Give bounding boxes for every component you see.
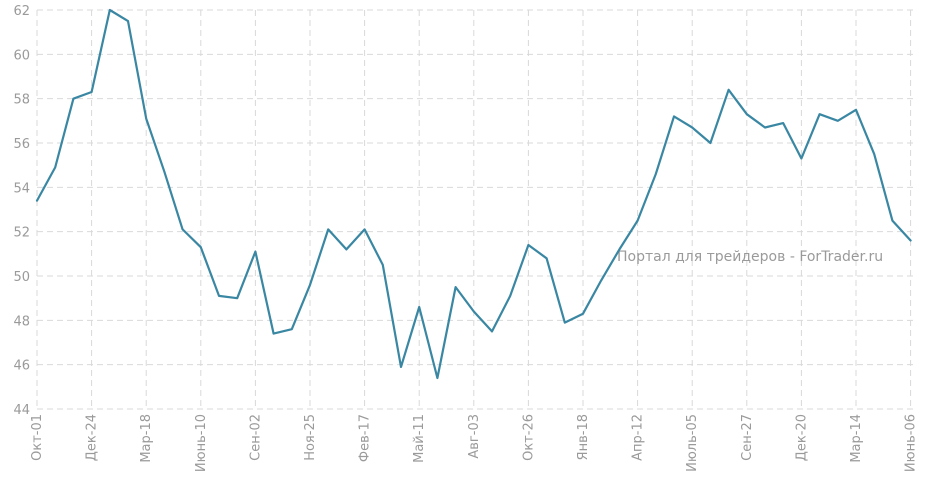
x-tick-label: Дек-24	[85, 414, 100, 461]
data-point	[909, 239, 913, 243]
y-tick-label: 52	[13, 226, 30, 241]
data-point	[836, 119, 840, 123]
data-point	[599, 278, 603, 282]
data-point	[581, 312, 585, 316]
data-point	[818, 112, 822, 116]
x-tick-label: Июль-05	[685, 414, 700, 472]
data-point	[890, 219, 894, 223]
x-tick-label: Май-11	[412, 414, 427, 463]
x-tick-label: Дек-20	[794, 414, 809, 461]
series-line-value	[35, 8, 912, 380]
y-tick-label: 62	[13, 4, 30, 19]
data-point	[290, 327, 294, 331]
data-point	[381, 263, 385, 267]
data-point	[35, 199, 39, 203]
x-tick-label: Апр-12	[631, 414, 646, 461]
data-point	[672, 114, 676, 118]
data-point	[454, 285, 458, 289]
data-point	[690, 125, 694, 129]
data-point	[490, 329, 494, 333]
data-point	[217, 294, 221, 298]
data-point	[545, 256, 549, 260]
data-point	[253, 250, 257, 254]
data-point	[344, 247, 348, 251]
y-axis-ticks: 44 46 48 50 52 54 56 58 60 62	[13, 4, 30, 418]
data-point	[781, 121, 785, 125]
data-point	[162, 170, 166, 174]
x-tick-label: Окт-01	[30, 414, 45, 461]
data-point	[399, 365, 403, 369]
data-point	[872, 152, 876, 156]
data-point	[799, 157, 803, 161]
x-tick-label: Янв-18	[576, 414, 591, 460]
x-tick-label: Мар-18	[139, 414, 154, 463]
data-point	[199, 245, 203, 249]
data-point	[181, 227, 185, 231]
x-tick-label: Авг-03	[467, 414, 482, 459]
data-point	[417, 305, 421, 309]
data-point	[144, 117, 148, 121]
y-tick-label: 54	[13, 181, 30, 196]
data-point	[708, 141, 712, 145]
data-point	[763, 125, 767, 129]
x-axis-ticks: Окт-01 Дек-24 Мар-18 Июнь-10 Сен-02 Ноя-25 Фев…	[30, 414, 919, 472]
data-point	[526, 243, 530, 247]
x-tick-label: Ноя-25	[303, 414, 318, 461]
x-tick-label: Сен-27	[740, 414, 755, 461]
y-tick-label: 44	[13, 403, 30, 418]
data-point	[472, 309, 476, 313]
data-point	[90, 90, 94, 94]
y-tick-label: 46	[13, 359, 30, 374]
x-tick-label: Сен-02	[248, 414, 263, 461]
y-tick-label: 60	[13, 48, 30, 63]
data-point	[435, 376, 439, 380]
data-point	[272, 332, 276, 336]
data-point	[854, 108, 858, 112]
data-point	[235, 296, 239, 300]
data-point	[617, 247, 621, 251]
x-tick-label: Июнь-06	[904, 414, 919, 472]
y-tick-label: 50	[13, 270, 30, 285]
x-tick-label: Фев-17	[358, 414, 373, 462]
x-tick-label: Окт-26	[521, 414, 536, 461]
x-tick-label: Июнь-10	[194, 414, 209, 472]
data-point	[326, 227, 330, 231]
data-point	[563, 321, 567, 325]
data-point	[53, 165, 57, 169]
watermark: Портал для трейдеров - ForTrader.ru	[617, 249, 883, 265]
data-point	[363, 227, 367, 231]
x-tick-label: Мар-14	[849, 414, 864, 463]
series	[35, 8, 913, 380]
data-point	[654, 172, 658, 176]
y-tick-label: 58	[13, 93, 30, 108]
data-point	[308, 283, 312, 287]
data-point	[108, 8, 112, 12]
data-point	[745, 112, 749, 116]
data-point	[727, 88, 731, 92]
y-tick-label: 56	[13, 137, 30, 152]
data-point	[126, 19, 130, 23]
data-point	[71, 97, 75, 101]
y-tick-label: 48	[13, 314, 30, 329]
grid	[36, 9, 916, 410]
data-point	[508, 294, 512, 298]
data-point	[636, 219, 640, 223]
